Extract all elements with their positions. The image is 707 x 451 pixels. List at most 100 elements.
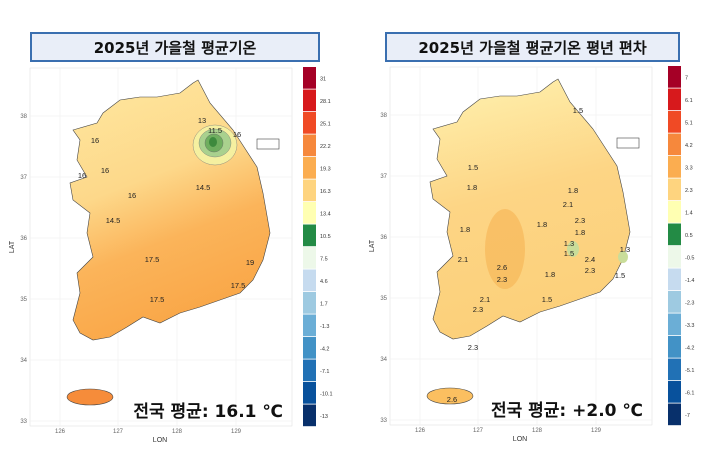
legend-swatch: [668, 156, 681, 178]
y-tick-label: 36: [20, 236, 27, 242]
legend-label: 7.5: [320, 256, 328, 262]
legend-label: -13: [320, 414, 328, 420]
legend-swatch: [668, 223, 681, 246]
x-tick-label: 128: [532, 428, 543, 434]
legend-swatch: [668, 358, 681, 381]
legend-swatch: [303, 179, 316, 202]
contour-label: 1.3: [620, 245, 630, 254]
x-tick-label: 126: [55, 429, 66, 435]
contour-label: 17.5: [150, 295, 165, 304]
x-tick-label: 129: [591, 428, 602, 434]
contour-label: 2.4: [585, 255, 595, 264]
contour-region: [485, 209, 525, 289]
contour-label: 13: [198, 116, 206, 125]
contour-label: 2.3: [585, 266, 595, 275]
legend-label: -4.2: [320, 346, 329, 352]
legend-swatch: [303, 359, 316, 382]
contour-label: 1.8: [545, 270, 555, 279]
contour-label: 1.5: [542, 295, 552, 304]
contour-label: 17.5: [231, 281, 246, 290]
legend-label: 22.2: [320, 144, 331, 150]
contour-label: 1.8: [568, 186, 578, 195]
contour-label: 2.3: [473, 305, 483, 314]
contour-label: 16: [128, 191, 136, 200]
contour-label: 1.5: [468, 163, 478, 172]
ulleung-inset: [256, 138, 280, 150]
legend-swatch: [668, 111, 681, 133]
contour-label: 1.8: [460, 225, 470, 234]
contour-label: 14.5: [106, 216, 121, 225]
legend-swatch: [668, 133, 681, 156]
legend-swatch: [303, 202, 316, 224]
x-axis-label: LON: [513, 436, 527, 443]
legend-swatch: [303, 89, 316, 112]
legend-label: 2.3: [685, 188, 693, 194]
legend-swatch: [668, 178, 681, 201]
legend-label: -2.3: [685, 300, 694, 306]
left-map-title: 2025년 가을철 평균기온: [30, 32, 320, 62]
national-average-text: 전국 평균: +2.0 ℃: [491, 401, 643, 421]
legend-label: -10.1: [320, 391, 333, 397]
legend-swatch: [303, 314, 316, 337]
contour-label: 14.5: [196, 183, 211, 192]
legend-label: 13.4: [320, 211, 331, 217]
contour-label: 2.3: [468, 343, 478, 352]
x-tick-label: 126: [415, 428, 426, 434]
contour-label: 16: [101, 166, 109, 175]
legend-swatch: [303, 247, 316, 269]
legend-swatch: [668, 291, 681, 313]
legend-swatch: [303, 112, 316, 134]
contour-label: 1.8: [467, 183, 477, 192]
legend-label: 25.1: [320, 121, 331, 127]
legend-label: 31: [320, 76, 326, 82]
contour-label: 2.6: [447, 395, 457, 404]
contour-label: 16: [233, 130, 241, 139]
y-tick-label: 37: [20, 175, 27, 181]
contour-label: 1.5: [564, 249, 574, 258]
contour-label: 1.5: [615, 271, 625, 280]
legend-label: -3.3: [685, 323, 694, 329]
legend-swatch: [303, 224, 316, 247]
legend-swatch: [668, 313, 681, 336]
jeju-island: [426, 387, 474, 405]
y-tick-label: 35: [380, 296, 387, 302]
legend-label: 6.1: [685, 98, 693, 104]
contour-label: 2.6: [497, 263, 507, 272]
legend-swatch: [668, 268, 681, 291]
legend-swatch: [668, 336, 681, 358]
y-tick-label: 38: [380, 113, 387, 119]
legend-label: 5.1: [685, 120, 693, 126]
y-tick-label: 33: [380, 418, 387, 424]
contour-label: 2.3: [497, 275, 507, 284]
legend-label: -7: [685, 413, 690, 419]
legend-swatch: [303, 67, 316, 89]
contour-label: 1.3: [564, 239, 574, 248]
legend-label: -7.1: [320, 369, 329, 375]
y-axis-label: LAT: [369, 239, 376, 252]
y-tick-label: 37: [380, 174, 387, 180]
legend-label: -1.3: [320, 324, 329, 330]
contour-label: 11.5: [208, 126, 222, 135]
contour-label: 2.3: [575, 216, 585, 225]
legend-swatch: [668, 246, 681, 268]
legend-label: -0.5: [685, 255, 694, 261]
legend-label: 19.3: [320, 166, 331, 172]
contour-label: 19: [246, 258, 254, 267]
legend-label: -5.1: [685, 368, 694, 374]
legend-label: 1.7: [320, 301, 328, 307]
legend-label: 16.3: [320, 189, 331, 195]
ulleung-inset: [616, 137, 640, 149]
contour-label: 1.8: [575, 228, 585, 237]
legend-swatch: [303, 134, 316, 157]
contour-region: [618, 251, 628, 263]
legend-swatch: [668, 88, 681, 111]
y-tick-label: 38: [20, 114, 27, 120]
x-tick-label: 127: [113, 429, 124, 435]
y-tick-label: 36: [380, 235, 387, 241]
legend-label: 0.5: [685, 233, 693, 239]
contour-label: 2.1: [480, 295, 490, 304]
contour-label: 16: [78, 171, 86, 180]
